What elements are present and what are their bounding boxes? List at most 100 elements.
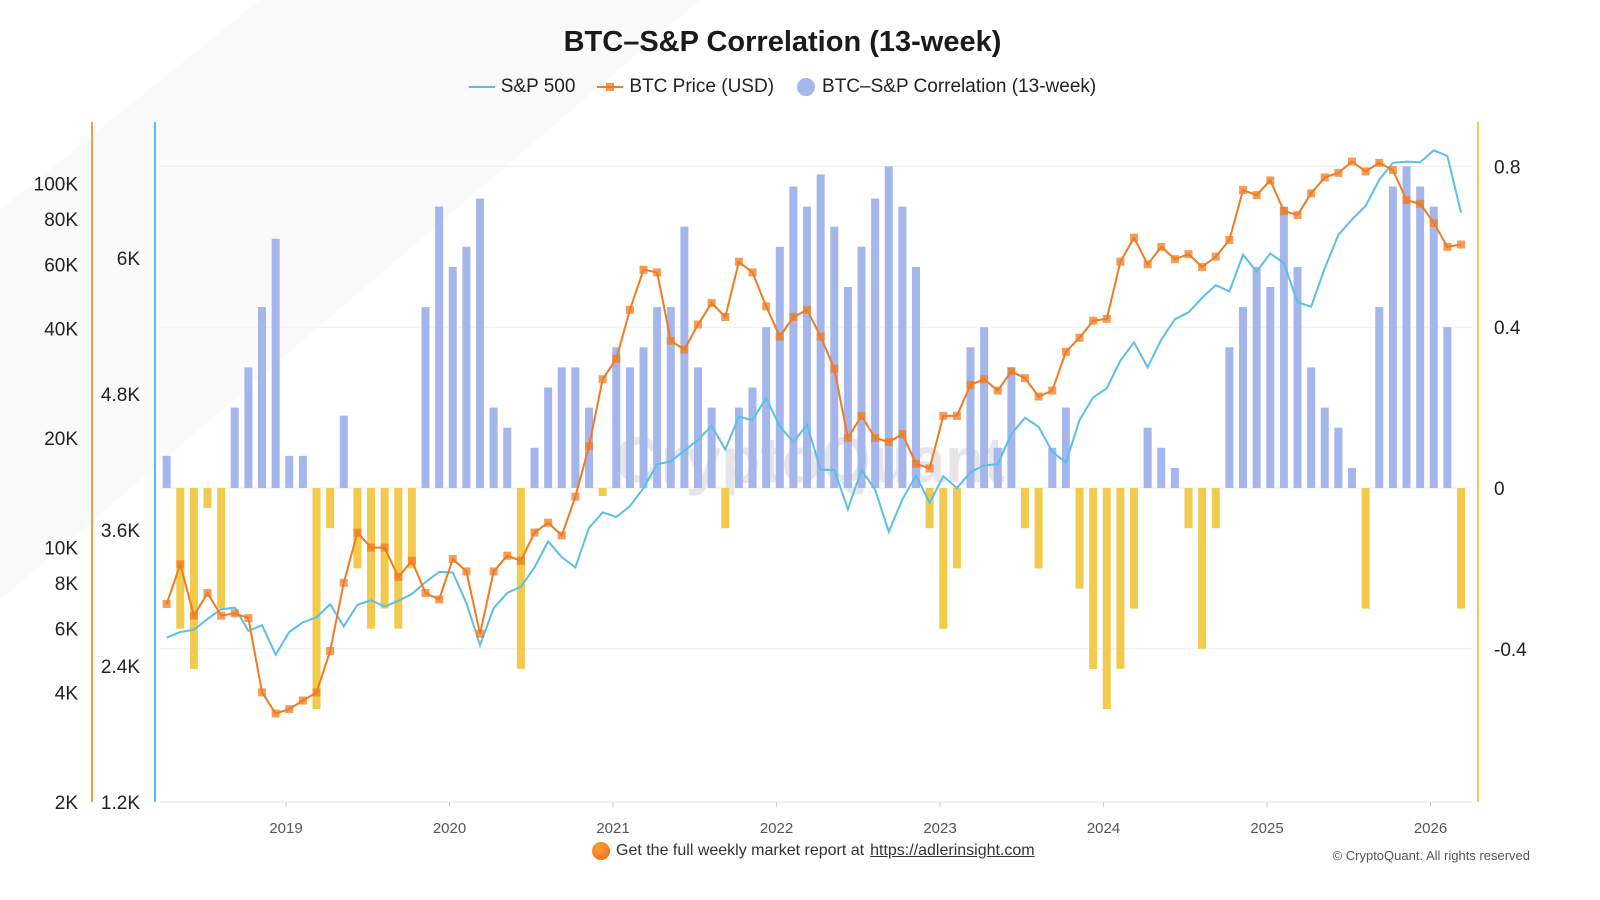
btc-point-marker xyxy=(966,380,975,389)
correlation-bar xyxy=(189,488,198,669)
legend-item-sp500[interactable]: S&P 500 xyxy=(468,76,576,98)
btc-point-marker xyxy=(1211,252,1220,261)
correlation-bar xyxy=(217,488,226,609)
btc-point-marker xyxy=(407,556,416,565)
correlation-bar xyxy=(625,367,634,488)
correlation-bar xyxy=(1334,427,1343,488)
btc-point-marker xyxy=(585,442,594,451)
correlation-bar xyxy=(803,206,812,488)
btc-point-marker xyxy=(1457,240,1466,249)
correlation-bar xyxy=(762,327,771,488)
correlation-bar xyxy=(721,488,730,529)
correlation-bar xyxy=(775,246,784,488)
correlation-bar xyxy=(925,488,934,529)
btc-point-marker xyxy=(544,518,553,527)
btc-point-marker xyxy=(625,305,634,314)
btc-point-marker xyxy=(217,611,226,620)
btc-point-marker xyxy=(367,543,376,552)
correlation-bar xyxy=(1184,488,1193,529)
correlation-bar xyxy=(680,226,689,488)
report-link[interactable]: https://adlerinsight.com xyxy=(870,842,1035,859)
correlation-bar xyxy=(1375,307,1384,488)
btc-point-marker xyxy=(952,411,961,420)
correlation-bar xyxy=(789,186,798,488)
correlation-bar xyxy=(544,387,553,488)
btc-point-marker xyxy=(448,555,457,564)
x-tick-label: 2022 xyxy=(760,820,793,837)
btc-point-marker xyxy=(176,560,185,569)
btc-point-marker xyxy=(1021,374,1030,383)
btc-point-marker xyxy=(435,595,444,604)
btc-tick-label: 40K xyxy=(44,319,78,340)
corr-tick-label: 0.4 xyxy=(1494,318,1521,339)
circle-icon xyxy=(797,78,816,96)
btc-point-marker xyxy=(748,268,757,277)
correlation-bar xyxy=(1143,427,1152,488)
correlation-bar xyxy=(1239,307,1248,488)
x-tick-label: 2020 xyxy=(433,820,466,837)
correlation-bar xyxy=(884,166,893,488)
btc-point-marker xyxy=(162,599,171,608)
x-tick-label: 2026 xyxy=(1414,820,1447,837)
correlation-bar xyxy=(557,367,566,488)
copyright: © CryptoQuant. All rights reserved xyxy=(1332,848,1530,863)
correlation-bar xyxy=(857,246,866,488)
x-tick-label: 2019 xyxy=(269,820,302,837)
sp500-line xyxy=(166,149,1462,657)
btc-point-marker xyxy=(489,567,498,576)
corr-tick-label: -0.4 xyxy=(1494,640,1527,661)
correlation-bar xyxy=(203,488,212,509)
sp500-tick-label: 1.2K xyxy=(101,793,140,814)
legend-item-btc[interactable]: BTC Price (USD) xyxy=(597,76,774,98)
correlation-bar xyxy=(1293,266,1302,488)
btc-point-marker xyxy=(326,646,335,655)
correlation-bar xyxy=(694,367,703,488)
btc-point-marker xyxy=(843,434,852,442)
correlation-bar xyxy=(1416,186,1425,488)
correlation-bar xyxy=(598,488,607,497)
corr-tick-label: 0.8 xyxy=(1494,157,1520,178)
legend-label: S&P 500 xyxy=(500,76,576,97)
correlation-bar xyxy=(1266,287,1275,488)
btc-point-marker xyxy=(653,268,662,277)
correlation-bar xyxy=(1252,266,1261,488)
correlation-bar xyxy=(489,407,498,488)
correlation-bar xyxy=(1320,407,1329,488)
correlation-bar xyxy=(448,266,457,488)
footer-text: Get the full weekly market report at xyxy=(616,842,865,859)
legend-item-correlation[interactable]: BTC–S&P Correlation (13-week) xyxy=(796,76,1096,98)
btc-tick-label: 8K xyxy=(55,574,79,595)
btc-point-marker xyxy=(598,375,607,384)
correlation-bar xyxy=(952,488,961,569)
correlation-bar xyxy=(571,367,580,488)
btc-point-marker xyxy=(271,709,280,718)
btc-point-marker xyxy=(912,459,921,468)
correlation-bar xyxy=(1130,488,1139,609)
btc-tick-label: 20K xyxy=(44,429,78,450)
btc-point-marker xyxy=(857,411,866,420)
line-icon xyxy=(468,86,495,88)
correlation-bar xyxy=(162,455,171,488)
btc-point-marker xyxy=(789,312,798,321)
footer: Get the full weekly market report at htt… xyxy=(592,842,1035,860)
btc-point-marker xyxy=(298,696,307,705)
btc-point-marker xyxy=(285,705,294,714)
btc-point-marker xyxy=(762,302,771,311)
btc-point-marker xyxy=(612,354,621,363)
btc-tick-label: 6K xyxy=(55,619,79,640)
correlation-bar xyxy=(530,447,539,488)
btc-point-marker xyxy=(871,434,880,442)
btc-point-marker xyxy=(1416,199,1425,208)
correlation-bar xyxy=(1021,488,1030,529)
btc-tick-label: 100K xyxy=(34,175,79,196)
btc-point-marker xyxy=(476,629,485,638)
correlation-bar xyxy=(1061,407,1070,488)
btc-point-marker xyxy=(380,543,389,552)
btc-point-marker xyxy=(803,305,812,314)
correlation-bar xyxy=(339,415,348,488)
btc-point-marker xyxy=(816,332,825,341)
btc-point-marker xyxy=(1375,158,1384,167)
correlation-bar xyxy=(1102,488,1111,710)
btc-point-marker xyxy=(1007,367,1016,376)
correlation-bar xyxy=(1307,367,1316,488)
